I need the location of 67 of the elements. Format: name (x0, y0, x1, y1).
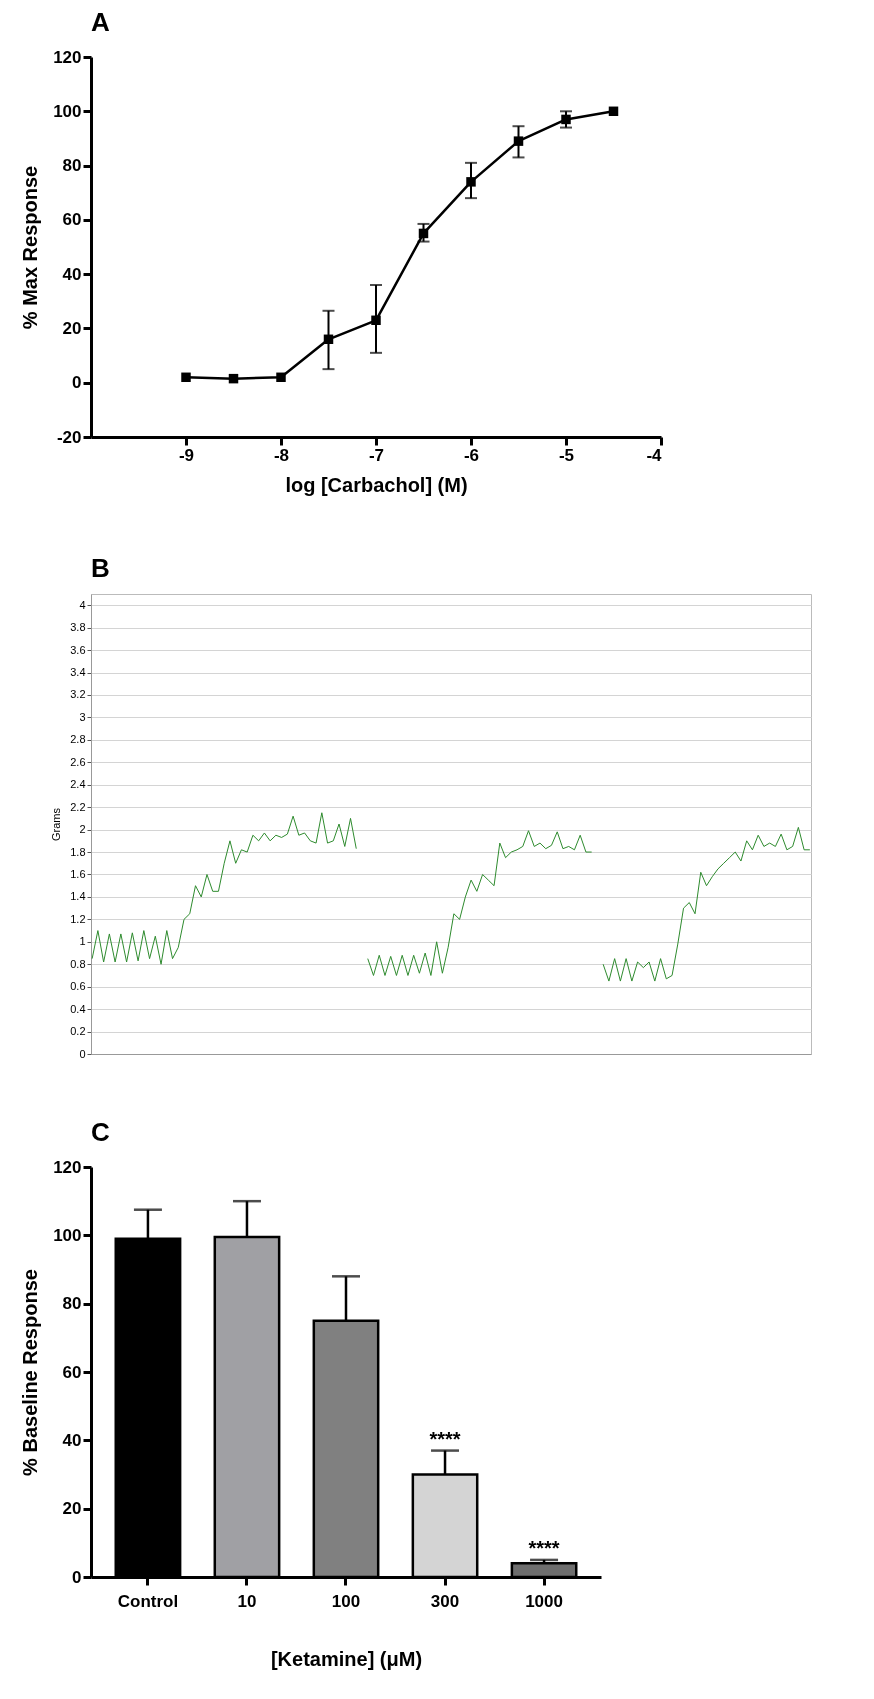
y-tick-label: 0.4 (70, 1002, 86, 1015)
point (228, 373, 239, 384)
y-tick-label: 20 (62, 318, 82, 338)
x-tick-label: 100 (331, 1591, 361, 1611)
x-tick-label: 1000 (525, 1591, 563, 1611)
x-tick-label: -8 (273, 445, 290, 465)
x-tick-label: -9 (178, 445, 195, 465)
y-tick-label: 100 (53, 1225, 82, 1245)
y-tick-label: 2.8 (70, 733, 86, 746)
y-tick-label: 0.6 (70, 980, 86, 993)
y-tick-label: 0 (79, 1047, 86, 1060)
x-tick-label: -5 (558, 445, 575, 465)
y-tick-label: 0.8 (70, 957, 86, 970)
annotation: **** (528, 1536, 560, 1559)
y-tick-label: 3.6 (70, 643, 86, 656)
y-tick-label: -20 (56, 427, 82, 447)
x-tick-label: 300 (430, 1591, 460, 1611)
y-tick-label: 2.2 (70, 800, 86, 813)
y-tick-label: 0 (72, 373, 82, 393)
point (561, 114, 571, 125)
x-tick-label: -7 (368, 445, 385, 465)
chart-title: B (91, 553, 110, 583)
x-axis-title: log [Carbachol] (M) (285, 473, 468, 496)
x-tick-label: -6 (463, 445, 480, 465)
y-tick-label: 1.4 (70, 890, 86, 903)
point (608, 106, 619, 117)
x-tick-label: 10 (237, 1591, 257, 1611)
y-tick-label: 60 (62, 210, 82, 230)
y-tick-label: 2 (79, 823, 86, 836)
y-tick-label: 40 (62, 264, 82, 284)
y-tick-label: 3.2 (70, 688, 86, 701)
y-axis-title: % Max Response (19, 165, 42, 330)
y-axis-title: % Baseline Response (19, 1269, 42, 1476)
y-tick-label: 0.2 (70, 1025, 86, 1038)
chart-title: A (91, 7, 110, 37)
y-axis-title: Grams (50, 807, 63, 841)
x-tick-label: -4 (646, 445, 663, 465)
point (323, 334, 334, 345)
y-tick-label: 4 (79, 598, 86, 611)
y-tick-label: 20 (62, 1499, 82, 1519)
y-tick-label: 2.4 (70, 778, 86, 791)
y-tick-label: 1.8 (70, 845, 86, 858)
y-tick-label: 120 (53, 47, 82, 67)
y-tick-label: 40 (62, 1430, 82, 1450)
annotation: **** (429, 1427, 461, 1450)
point (181, 372, 191, 383)
y-tick-label: 60 (62, 1362, 82, 1382)
y-tick-label: 80 (62, 156, 82, 176)
point (418, 228, 429, 239)
point (276, 372, 286, 383)
y-tick-label: 1.2 (70, 912, 86, 925)
y-tick-label: 0 (72, 1567, 82, 1587)
y-tick-label: 3 (79, 710, 86, 723)
point (466, 177, 476, 187)
y-tick-label: 3.4 (70, 666, 86, 679)
y-tick-label: 1 (79, 935, 86, 948)
point (513, 136, 524, 146)
x-tick-label: Control (117, 1591, 179, 1611)
y-tick-label: 100 (53, 101, 82, 121)
y-tick-label: 2.6 (70, 755, 86, 768)
x-axis-title: [Ketamine] (μM) (270, 1647, 423, 1670)
y-tick-label: 1.6 (70, 867, 86, 880)
y-tick-label: 80 (62, 1294, 82, 1314)
y-tick-label: 120 (53, 1157, 82, 1177)
point (371, 315, 381, 326)
y-tick-label: 3.8 (70, 621, 86, 634)
chart-title: C (91, 1117, 110, 1147)
